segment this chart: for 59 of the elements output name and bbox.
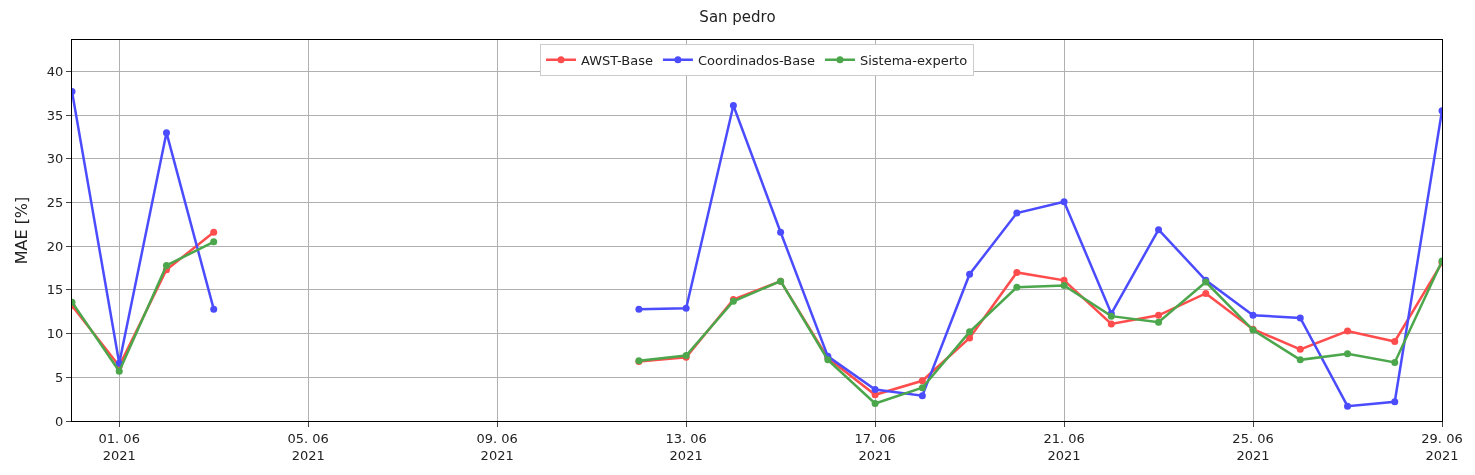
point — [777, 228, 785, 236]
point — [966, 270, 974, 278]
point — [1155, 311, 1163, 319]
point — [729, 102, 737, 110]
x-tick-label: 13. 06 2021 — [665, 430, 707, 463]
y-tick-label: 5 — [55, 369, 64, 385]
point — [871, 386, 879, 394]
y-tick-label: 30 — [46, 151, 64, 167]
point — [966, 328, 974, 336]
point — [918, 384, 926, 392]
point — [1202, 289, 1210, 297]
point — [162, 129, 170, 137]
point — [1107, 320, 1115, 328]
x-tick-label: 05. 06 2021 — [287, 430, 329, 463]
point — [1013, 268, 1021, 276]
x-tick-label: 21. 06 2021 — [1043, 430, 1085, 463]
y-tick-label: 15 — [46, 282, 64, 298]
legend-label: AWST-Base — [581, 52, 653, 68]
x-tick-label: 25. 06 2021 — [1232, 430, 1274, 463]
y-tick-label: 10 — [46, 326, 64, 342]
point — [1344, 350, 1352, 358]
point — [1060, 198, 1068, 206]
chart-title: San pedro — [699, 8, 776, 27]
point — [210, 228, 218, 236]
point — [1391, 337, 1399, 345]
point — [1013, 283, 1021, 291]
x-tick-label: 17. 06 2021 — [854, 430, 896, 463]
point — [1296, 345, 1304, 353]
y-tick-label: 35 — [46, 107, 64, 123]
point — [1391, 358, 1399, 366]
point — [1155, 226, 1163, 234]
point — [635, 305, 643, 313]
point — [918, 392, 926, 400]
point — [1060, 282, 1068, 290]
y-tick-label: 25 — [46, 195, 64, 211]
point — [1249, 311, 1257, 319]
point — [1296, 356, 1304, 364]
point — [871, 400, 879, 408]
point — [682, 304, 690, 312]
point — [918, 377, 926, 385]
point — [1391, 398, 1399, 406]
point — [1344, 327, 1352, 335]
y-tick-label: 40 — [46, 64, 64, 80]
y-axis-title: MAE [%] — [11, 196, 31, 265]
point — [210, 238, 218, 246]
y-tick-label: 20 — [46, 238, 64, 254]
point — [1296, 314, 1304, 322]
point — [210, 305, 218, 313]
legend-label: Coordinados-Base — [697, 52, 815, 68]
legend-label: Sistema-experto — [859, 52, 968, 68]
point — [1155, 318, 1163, 326]
x-tick-label: 01. 06 2021 — [98, 430, 140, 463]
point — [162, 261, 170, 269]
point — [115, 367, 123, 375]
x-tick-label: 09. 06 2021 — [476, 430, 518, 463]
point — [1013, 209, 1021, 217]
point — [1344, 402, 1352, 410]
x-tick-label: 29. 06 2021 — [1421, 430, 1463, 463]
y-tick-label: 0 — [55, 413, 64, 429]
